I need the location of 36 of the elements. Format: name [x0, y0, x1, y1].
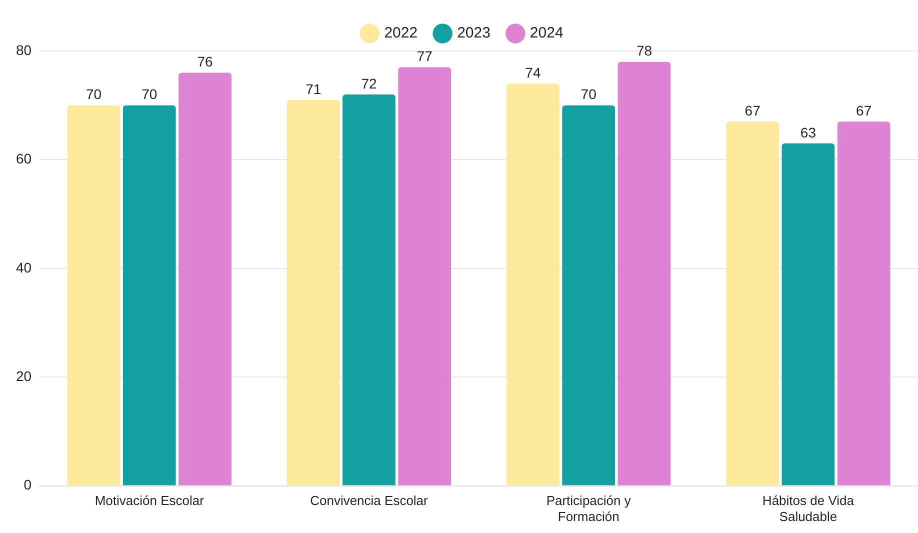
x-tick-label: Convivencia Escolar: [310, 493, 429, 508]
data-label: 77: [416, 48, 433, 64]
data-label: 72: [361, 75, 377, 92]
data-label: 67: [744, 102, 761, 119]
bar: [726, 122, 779, 486]
bar: [67, 105, 120, 486]
bar: [506, 84, 560, 486]
bar: [618, 62, 671, 486]
bar: [342, 94, 396, 486]
legend-label: 2023: [457, 24, 490, 42]
bar: [398, 67, 452, 486]
bar: [837, 122, 890, 486]
legend-label: 2022: [384, 24, 418, 42]
bar: [782, 143, 835, 486]
x-tick-label: Hábitos de Vida Saludable: [762, 493, 855, 524]
data-label: 71: [306, 80, 322, 97]
data-label: 70: [142, 86, 158, 102]
y-tick-label: 20: [16, 368, 32, 384]
data-label: 63: [800, 124, 816, 140]
bar: [562, 105, 616, 486]
data-label: 70: [86, 86, 102, 102]
data-label: 78: [636, 42, 652, 59]
y-tick-label: 0: [24, 476, 32, 493]
data-label: 74: [525, 64, 541, 80]
bar: [286, 100, 340, 486]
bar: [178, 72, 232, 486]
x-tick-label: Participación y Formación: [546, 493, 632, 524]
legend-label: 2024: [530, 24, 564, 42]
y-tick-label: 60: [16, 150, 32, 167]
y-tick-label: 40: [16, 259, 32, 276]
data-label: 67: [856, 102, 872, 119]
x-tick-label: Motivación Escolar: [94, 493, 205, 508]
bar: [122, 105, 176, 486]
y-tick-label: 80: [16, 42, 32, 58]
data-label: 70: [580, 86, 597, 102]
data-label: 76: [197, 54, 214, 70]
